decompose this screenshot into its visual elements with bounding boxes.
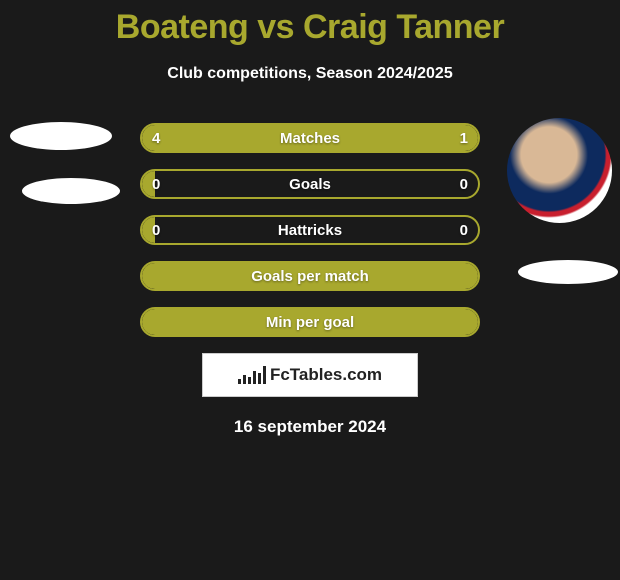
stat-row-hattricks: 0 Hattricks 0 bbox=[140, 215, 480, 245]
stat-label: Hattricks bbox=[142, 217, 478, 243]
stat-row-goals: 0 Goals 0 bbox=[140, 169, 480, 199]
logo-box: FcTables.com bbox=[202, 353, 418, 397]
stat-row-goals-per-match: Goals per match bbox=[140, 261, 480, 291]
stat-label: Min per goal bbox=[142, 309, 478, 335]
bar-chart-icon bbox=[238, 366, 266, 384]
stat-value-right: 0 bbox=[460, 217, 468, 243]
avatar-right-highlight bbox=[518, 260, 618, 284]
stat-value-right: 0 bbox=[460, 171, 468, 197]
avatar-right bbox=[507, 118, 612, 223]
stat-row-min-per-goal: Min per goal bbox=[140, 307, 480, 337]
stat-label: Goals bbox=[142, 171, 478, 197]
stat-row-matches: 4 Matches 1 bbox=[140, 123, 480, 153]
subtitle: Club competitions, Season 2024/2025 bbox=[0, 65, 620, 83]
stat-value-right: 1 bbox=[460, 125, 468, 151]
stats-container: 4 Matches 1 0 Goals 0 0 Hattricks 0 Goal… bbox=[140, 123, 480, 337]
avatar-left-highlight-1 bbox=[10, 122, 112, 150]
logo-text: FcTables.com bbox=[270, 365, 382, 385]
stat-label: Matches bbox=[142, 125, 478, 151]
page-title: Boateng vs Craig Tanner bbox=[0, 0, 620, 47]
date-label: 16 september 2024 bbox=[0, 417, 620, 437]
avatar-left-highlight-2 bbox=[22, 178, 120, 204]
stat-label: Goals per match bbox=[142, 263, 478, 289]
